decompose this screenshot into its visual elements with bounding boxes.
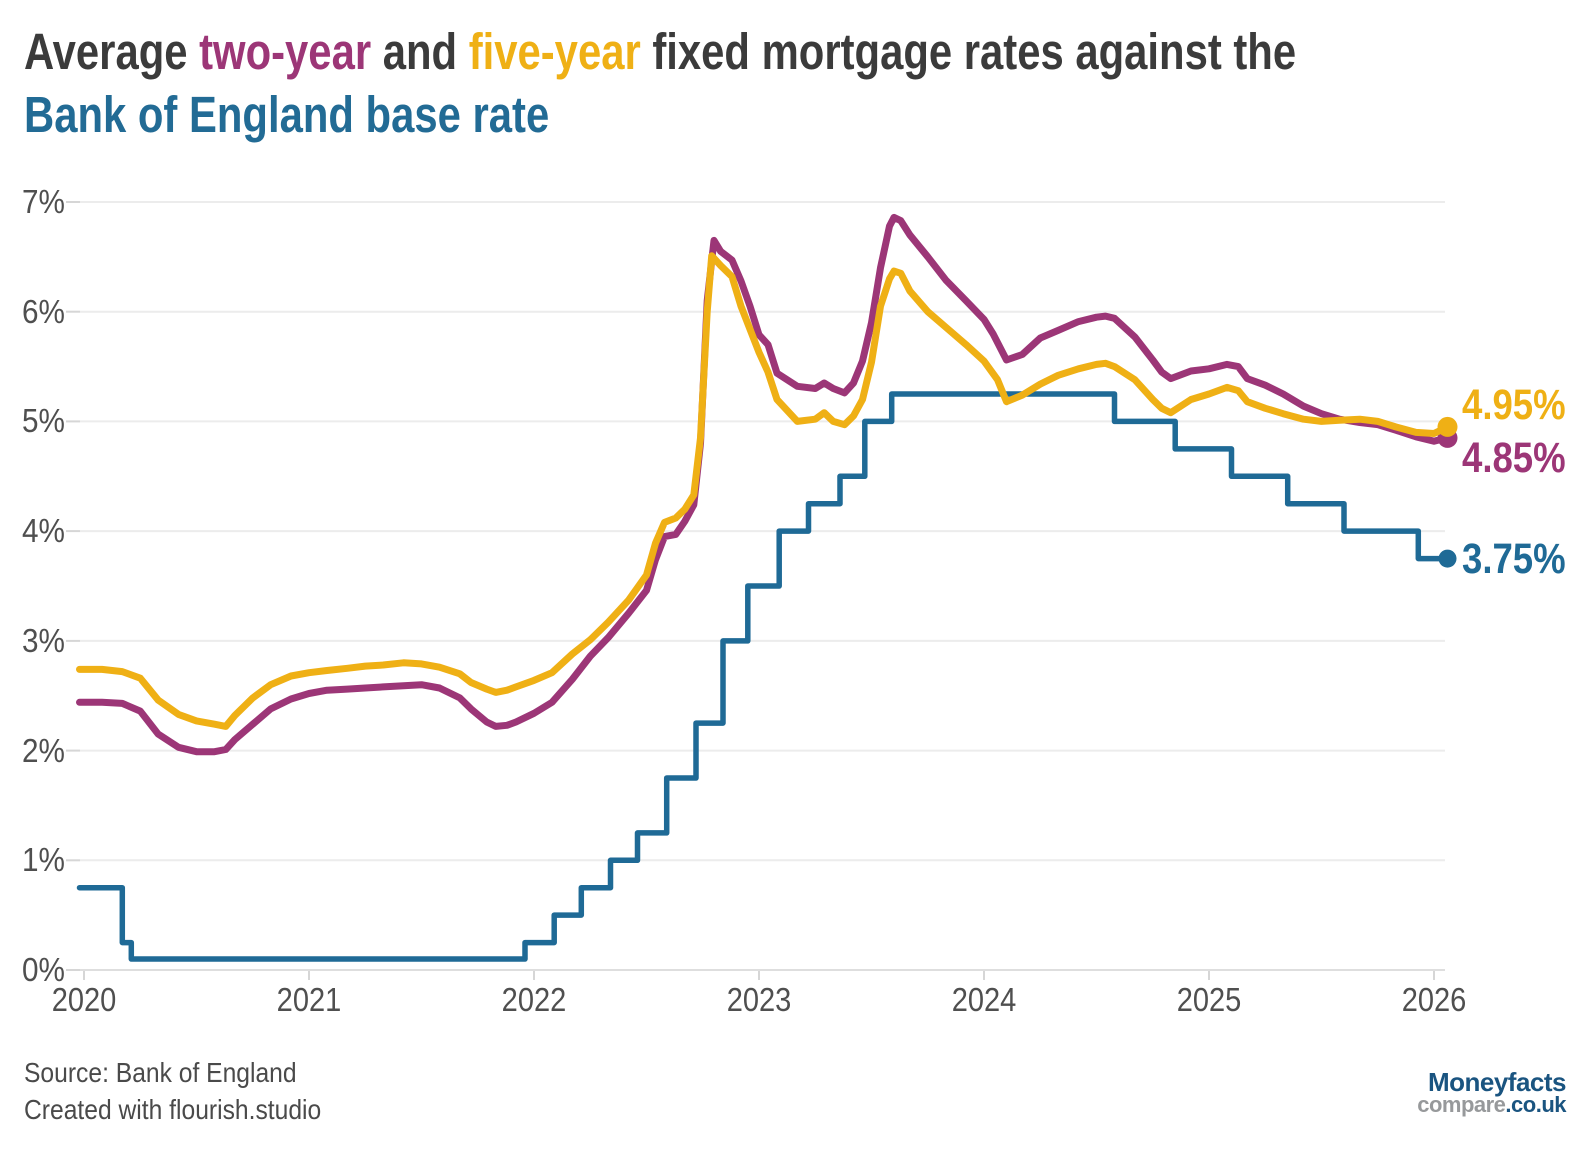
y-axis-label: 3%: [22, 621, 65, 659]
end-label-base-rate: 3.75%: [1461, 534, 1566, 583]
y-axis-label: 1%: [22, 841, 65, 879]
logo-couk-blue: .co.uk: [1505, 1092, 1566, 1117]
y-axis-label: 4%: [22, 512, 65, 550]
y-axis-label: 0%: [22, 951, 65, 988]
end-label-five-year: 4.95%: [1461, 380, 1566, 429]
end-label-two-year: 4.85%: [1461, 433, 1566, 482]
x-axis-label: 2020: [51, 981, 117, 1018]
title-line-2: Bank of England base rate: [24, 86, 550, 143]
logo-moneyfacts-text: Moneyfacts: [1427, 1067, 1567, 1097]
x-axis-label: 2024: [951, 981, 1017, 1018]
title-seg-two-year: two-year: [199, 23, 372, 80]
title-line-1: Average two-year and five-year fixed mor…: [24, 20, 1296, 83]
x-axis-label: 2021: [276, 981, 342, 1018]
y-axis-label: 6%: [22, 292, 65, 330]
series-end-dot-Bank-of-England-base-rate: [1438, 549, 1457, 568]
series-line-Bank-of-England-base-rate: [76, 391, 1451, 962]
logo-compare-gray: compare: [1417, 1092, 1506, 1117]
moneyfacts-logo[interactable]: Moneyfacts compare.co.uk: [1417, 1069, 1566, 1118]
title-seg-five-year: five-year: [468, 23, 641, 80]
y-axis-label: 2%: [22, 731, 65, 769]
series-line-five-year-fixed: [76, 252, 1451, 730]
title-seg-average: Average: [24, 23, 200, 80]
flourish-credit[interactable]: Created with flourish.studio: [24, 1094, 322, 1125]
series-line-two-year-fixed: [76, 213, 1451, 756]
chart-footer: Source: Bank of England Created with flo…: [24, 1054, 321, 1128]
chart-title: Average two-year and five-year fixed mor…: [24, 20, 1575, 146]
title-seg-rest: fixed mortgage rates against the: [640, 23, 1297, 80]
x-axis-label: 2023: [726, 981, 792, 1018]
x-axis-label: 2025: [1176, 981, 1242, 1018]
y-axis-label: 5%: [22, 402, 65, 440]
source-note: Source: Bank of England: [24, 1057, 297, 1088]
title-seg-and: and: [371, 23, 469, 80]
x-axis-label: 2026: [1401, 981, 1467, 1018]
y-axis-label: 7%: [22, 183, 65, 220]
x-axis-label: 2022: [501, 981, 567, 1018]
logo-compare-text: compare.co.uk: [1417, 1092, 1566, 1118]
series-end-dot-five-year-fixed: [1437, 416, 1458, 437]
